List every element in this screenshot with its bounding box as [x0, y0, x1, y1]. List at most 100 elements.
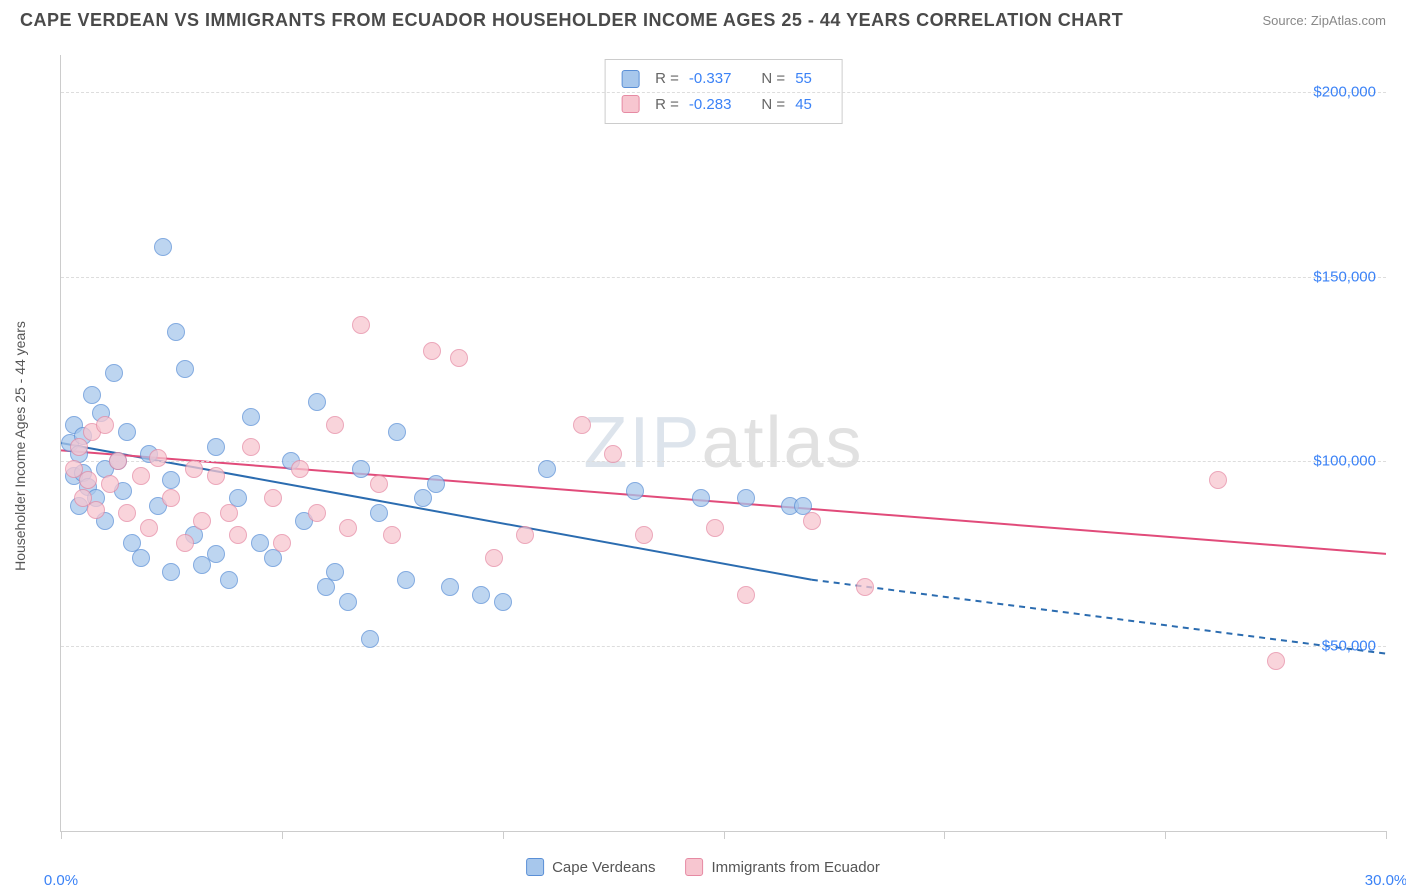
scatter-point-series-0: [162, 471, 180, 489]
scatter-point-series-1: [635, 526, 653, 544]
xtick-label: 30.0%: [1365, 872, 1406, 889]
scatter-point-series-0: [154, 238, 172, 256]
scatter-point-series-1: [370, 475, 388, 493]
scatter-point-series-0: [441, 578, 459, 596]
scatter-point-series-1: [1267, 652, 1285, 670]
scatter-point-series-0: [737, 489, 755, 507]
scatter-point-series-1: [242, 438, 260, 456]
scatter-point-series-0: [361, 630, 379, 648]
scatter-point-series-1: [207, 467, 225, 485]
scatter-point-series-0: [352, 460, 370, 478]
scatter-point-series-1: [70, 438, 88, 456]
legend-item-0: Cape Verdeans: [526, 858, 655, 876]
scatter-point-series-1: [132, 467, 150, 485]
scatter-point-series-0: [167, 323, 185, 341]
scatter-point-series-0: [176, 360, 194, 378]
stat-n-value-0: 55: [795, 66, 812, 92]
scatter-point-series-1: [450, 349, 468, 367]
scatter-point-series-1: [273, 534, 291, 552]
ytick-label: $150,000: [1313, 268, 1376, 285]
scatter-point-series-1: [737, 586, 755, 604]
scatter-point-series-1: [604, 445, 622, 463]
scatter-point-series-0: [118, 423, 136, 441]
scatter-point-series-1: [291, 460, 309, 478]
legend-swatch-1: [686, 858, 704, 876]
scatter-point-series-0: [220, 571, 238, 589]
scatter-point-series-1: [79, 471, 97, 489]
ytick-label: $200,000: [1313, 83, 1376, 100]
chart-title: CAPE VERDEAN VS IMMIGRANTS FROM ECUADOR …: [20, 10, 1123, 31]
scatter-point-series-1: [140, 519, 158, 537]
scatter-point-series-0: [242, 408, 260, 426]
scatter-point-series-1: [220, 504, 238, 522]
gridline-h: [61, 92, 1386, 93]
gridline-h: [61, 461, 1386, 462]
stat-n-label: N =: [761, 66, 785, 92]
scatter-point-series-1: [176, 534, 194, 552]
legend: Cape Verdeans Immigrants from Ecuador: [526, 858, 880, 876]
scatter-point-series-0: [692, 489, 710, 507]
gridline-h: [61, 277, 1386, 278]
scatter-point-series-0: [162, 563, 180, 581]
scatter-point-series-1: [193, 512, 211, 530]
scatter-point-series-1: [118, 504, 136, 522]
scatter-point-series-0: [538, 460, 556, 478]
scatter-point-series-1: [352, 316, 370, 334]
stats-row-series-1: R = -0.283 N = 45: [621, 92, 826, 118]
scatter-point-series-1: [96, 416, 114, 434]
ytick-label: $50,000: [1322, 638, 1376, 655]
scatter-point-series-1: [162, 489, 180, 507]
swatch-series-1: [621, 95, 639, 113]
legend-label-1: Immigrants from Ecuador: [712, 859, 880, 876]
xtick-label: 0.0%: [44, 872, 78, 889]
scatter-point-series-0: [626, 482, 644, 500]
scatter-point-series-1: [1209, 471, 1227, 489]
scatter-point-series-1: [87, 501, 105, 519]
stat-r-label: R =: [655, 92, 679, 118]
stat-r-value-0: -0.337: [689, 66, 732, 92]
scatter-point-series-0: [494, 593, 512, 611]
stat-r-value-1: -0.283: [689, 92, 732, 118]
scatter-point-series-0: [308, 393, 326, 411]
trendlines-svg: [61, 55, 1386, 831]
scatter-point-series-1: [229, 526, 247, 544]
scatter-point-series-1: [185, 460, 203, 478]
stat-n-value-1: 45: [795, 92, 812, 118]
xtick: [503, 831, 504, 839]
scatter-point-series-1: [383, 526, 401, 544]
xtick: [282, 831, 283, 839]
scatter-point-series-0: [83, 386, 101, 404]
scatter-point-series-1: [308, 504, 326, 522]
watermark: ZIPatlas: [583, 402, 863, 484]
xtick: [944, 831, 945, 839]
scatter-point-series-0: [207, 545, 225, 563]
scatter-point-series-0: [427, 475, 445, 493]
scatter-point-series-1: [423, 342, 441, 360]
stat-n-label: N =: [761, 92, 785, 118]
scatter-point-series-0: [105, 364, 123, 382]
legend-item-1: Immigrants from Ecuador: [686, 858, 880, 876]
scatter-point-series-0: [388, 423, 406, 441]
xtick: [1386, 831, 1387, 839]
legend-swatch-0: [526, 858, 544, 876]
xtick: [1165, 831, 1166, 839]
gridline-h: [61, 646, 1386, 647]
scatter-point-series-0: [414, 489, 432, 507]
watermark-bold: ZIP: [583, 403, 701, 483]
scatter-point-series-1: [803, 512, 821, 530]
scatter-point-series-1: [856, 578, 874, 596]
scatter-point-series-1: [264, 489, 282, 507]
scatter-point-series-0: [339, 593, 357, 611]
scatter-point-series-0: [370, 504, 388, 522]
scatter-point-series-1: [485, 549, 503, 567]
scatter-point-series-1: [573, 416, 591, 434]
scatter-point-series-0: [326, 563, 344, 581]
scatter-point-series-1: [516, 526, 534, 544]
xtick: [724, 831, 725, 839]
scatter-point-series-1: [149, 449, 167, 467]
swatch-series-0: [621, 70, 639, 88]
watermark-thin: atlas: [701, 403, 863, 483]
scatter-point-series-1: [339, 519, 357, 537]
stats-row-series-0: R = -0.337 N = 55: [621, 66, 826, 92]
scatter-point-series-0: [397, 571, 415, 589]
